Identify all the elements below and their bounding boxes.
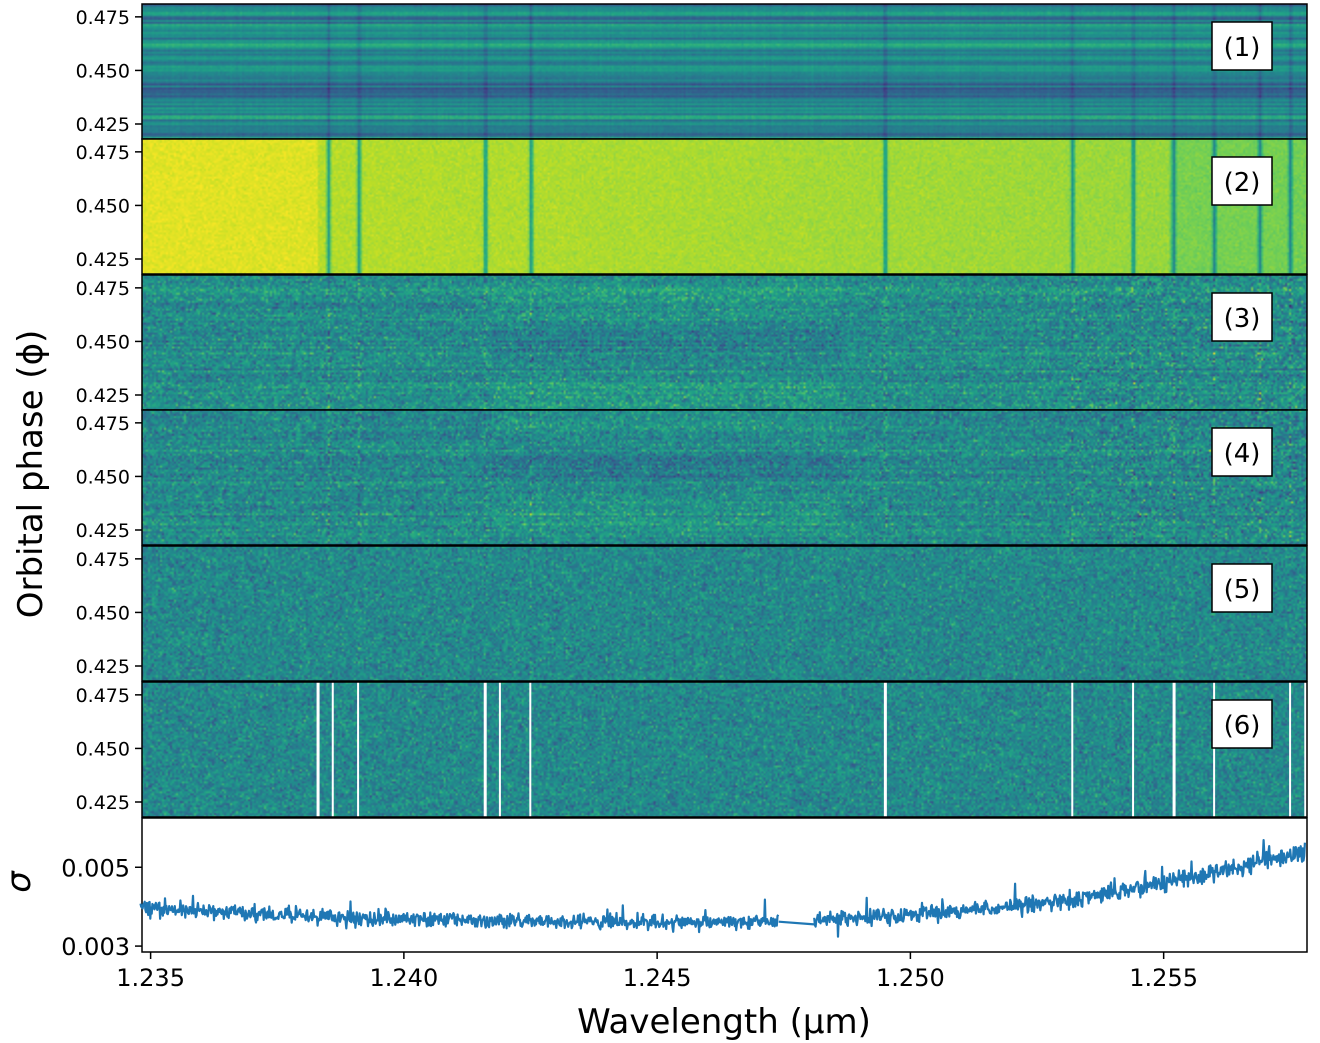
- panel-5-frame: [141, 545, 1308, 682]
- y-axis-label: Orbital phase (ϕ): [11, 330, 51, 619]
- masked-column: [331, 682, 334, 817]
- masked-column: [529, 682, 532, 817]
- panel-6-frame: [141, 681, 1308, 818]
- x-tick-label: 1.240: [370, 964, 439, 992]
- sigma-series-segment-2: [778, 920, 815, 926]
- y-tick-label: 0.450: [76, 602, 130, 624]
- panel-label: (1): [1224, 33, 1261, 63]
- panel-label: (4): [1224, 439, 1261, 469]
- y-tick-label: 0.450: [76, 195, 130, 217]
- y-tick-label: 0.425: [76, 114, 130, 136]
- heatmap-panel-6-image: [142, 682, 1307, 817]
- masked-column: [357, 682, 360, 817]
- sigma-y-tick-label: 0.005: [61, 854, 130, 882]
- panel-label-box: [1211, 156, 1273, 206]
- masked-column: [483, 682, 487, 817]
- y-tick-label: 0.450: [76, 466, 130, 488]
- heatmap-panels: (1) 0.475 0.450 0.425 (2) 0.475 0.450 0.425 (3) 0…: [76, 3, 1308, 818]
- panel-label: (3): [1224, 304, 1261, 334]
- heatmap-panel-4-image: [142, 410, 1307, 545]
- x-tick-label: 1.255: [1129, 964, 1198, 992]
- masked-column: [1132, 682, 1135, 817]
- x-tick-label: 1.245: [623, 964, 692, 992]
- panel-label: (2): [1224, 168, 1261, 198]
- panel-label-box: [1211, 699, 1273, 749]
- panel-label-box: [1211, 292, 1273, 342]
- panel-label: (6): [1224, 711, 1261, 741]
- panel-label-box: [1211, 21, 1273, 71]
- y-tick-label: 0.475: [76, 413, 130, 435]
- y-tick-label: 0.425: [76, 520, 130, 542]
- y-tick-label: 0.425: [76, 385, 130, 407]
- sigma-series-segment-1: [139, 894, 780, 934]
- sigma-plot-frame: [141, 817, 1308, 953]
- x-tick-label: 1.235: [116, 964, 185, 992]
- x-axis-label: Wavelength (μm): [577, 1002, 871, 1042]
- masked-column: [883, 682, 887, 817]
- sigma-series-segment-3: [813, 839, 1306, 938]
- sigma-plot: 0.005 0.003: [61, 817, 1308, 961]
- heatmap-panel-5-image: [142, 546, 1307, 681]
- panel-label: (5): [1224, 575, 1261, 605]
- y-tick-label: 0.475: [76, 142, 130, 164]
- heatmap-panel-1-image: [142, 4, 1307, 139]
- y-tick-label: 0.475: [76, 7, 130, 29]
- panel-label-box: [1211, 563, 1273, 613]
- panel-label-box: [1211, 427, 1273, 477]
- heatmap-panel-3-image: [142, 275, 1307, 410]
- panel-4-frame: [141, 409, 1308, 546]
- y-tick-label: 0.475: [76, 278, 130, 300]
- masked-column: [498, 682, 501, 817]
- x-tick-label: 1.250: [876, 964, 945, 992]
- sigma-y-tick-label: 0.003: [61, 933, 130, 961]
- y-tick-label: 0.425: [76, 792, 130, 814]
- heatmap-panel-2-image: [142, 139, 1307, 274]
- y-tick-label: 0.475: [76, 685, 130, 707]
- masked-column: [316, 682, 320, 817]
- panel-2-frame: [141, 138, 1308, 275]
- y-tick-label: 0.425: [76, 656, 130, 678]
- y-tick-label: 0.450: [76, 60, 130, 82]
- axes: 1.235 1.240 1.245 1.250 1.255: [116, 952, 1198, 992]
- masked-column: [1071, 682, 1074, 817]
- y-tick-label: 0.450: [76, 331, 130, 353]
- masked-column: [1172, 682, 1176, 817]
- masked-column: [1289, 682, 1292, 817]
- masked-column: [1304, 682, 1308, 817]
- masked-column: [1213, 682, 1216, 817]
- sigma-axis-label: σ: [0, 870, 39, 893]
- y-tick-label: 0.450: [76, 738, 130, 760]
- y-tick-label: 0.475: [76, 549, 130, 571]
- y-tick-label: 0.425: [76, 249, 130, 271]
